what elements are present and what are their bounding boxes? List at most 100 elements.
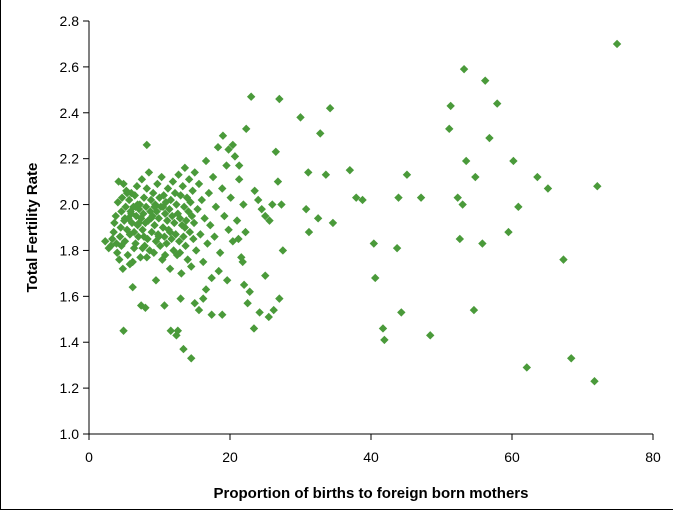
data-point [268, 200, 277, 209]
data-point [141, 202, 151, 212]
data-point [446, 101, 455, 111]
y-tick-label: 1.6 [60, 288, 80, 304]
data-point [108, 234, 117, 244]
data-point [160, 209, 170, 218]
data-point [101, 237, 110, 246]
data-point [394, 193, 403, 202]
data-point [378, 324, 388, 333]
data-point [275, 94, 284, 104]
data-point [458, 200, 467, 209]
data-point [218, 131, 228, 140]
data-point [128, 282, 137, 292]
data-point [124, 195, 134, 205]
data-point [171, 230, 180, 239]
data-point [234, 234, 243, 244]
data-point [176, 191, 185, 200]
data-point [612, 39, 622, 49]
data-point [193, 204, 202, 214]
data-point [125, 260, 135, 269]
data-point [115, 255, 124, 264]
data-point [264, 312, 273, 322]
data-point [162, 239, 171, 248]
data-point [313, 214, 323, 223]
data-point [328, 218, 338, 228]
data-point [194, 179, 204, 189]
data-point [210, 232, 219, 241]
data-point [304, 227, 314, 237]
y-axis-ticks: 1.0 1.2 1.4 1.6 1.8 2.0 2.2 2.4 2.6 2.8 [60, 13, 89, 442]
data-point [543, 184, 553, 193]
data-point [232, 216, 242, 225]
data-point [122, 188, 132, 198]
data-point [200, 214, 209, 223]
data-point [455, 234, 465, 244]
data-point [118, 264, 128, 273]
data-point [533, 172, 542, 182]
data-point [187, 211, 197, 221]
data-point [113, 248, 122, 257]
data-point [273, 177, 283, 186]
data-point [196, 230, 205, 239]
data-point [211, 202, 221, 212]
data-point [567, 354, 576, 363]
data-point [113, 198, 123, 207]
data-point [230, 152, 240, 161]
data-point [271, 147, 281, 156]
data-point [177, 269, 186, 278]
data-point [316, 129, 325, 138]
data-point [142, 184, 152, 193]
data-point [190, 168, 199, 177]
data-point [261, 271, 270, 280]
data-point [215, 248, 225, 257]
x-tick-label: 60 [504, 449, 520, 465]
data-point [163, 216, 172, 225]
data-point [154, 214, 163, 223]
data-point [179, 202, 189, 212]
data-point [172, 250, 182, 260]
data-point [119, 326, 128, 335]
data-point [469, 305, 479, 315]
x-tick-label: 80 [645, 449, 661, 465]
data-point [187, 262, 196, 271]
data-point [243, 299, 252, 308]
data-point [163, 184, 173, 193]
data-point [184, 175, 194, 184]
data-point [492, 99, 502, 108]
data-point [116, 223, 125, 232]
data-point [213, 142, 223, 152]
data-point [180, 223, 190, 232]
data-point [159, 191, 168, 200]
data-point [156, 241, 165, 251]
data-point [158, 202, 168, 212]
y-axis-title: Total Fertility Rate [24, 163, 41, 293]
data-point [265, 216, 274, 225]
data-point [160, 250, 170, 260]
data-point [234, 175, 244, 184]
data-point [245, 287, 254, 296]
data-point [277, 200, 286, 209]
data-point [110, 218, 119, 228]
data-point [167, 234, 176, 244]
y-tick-label: 1.8 [60, 242, 80, 258]
data-point [147, 227, 156, 237]
data-point [138, 243, 147, 253]
data-point [141, 303, 150, 313]
y-tick-label: 2.0 [60, 197, 80, 213]
y-tick-label: 1.0 [60, 426, 80, 442]
data-point [380, 335, 389, 345]
data-point [207, 273, 216, 283]
data-point [144, 168, 154, 177]
data-point [150, 221, 159, 230]
data-point [178, 182, 187, 191]
data-point [175, 214, 185, 223]
data-point [154, 232, 163, 241]
data-point [179, 344, 188, 354]
data-point [241, 227, 250, 237]
data-point [481, 76, 490, 85]
data-point [371, 273, 380, 283]
data-point [226, 193, 235, 202]
data-point [142, 140, 152, 150]
data-point [132, 182, 142, 191]
data-point [522, 363, 532, 372]
